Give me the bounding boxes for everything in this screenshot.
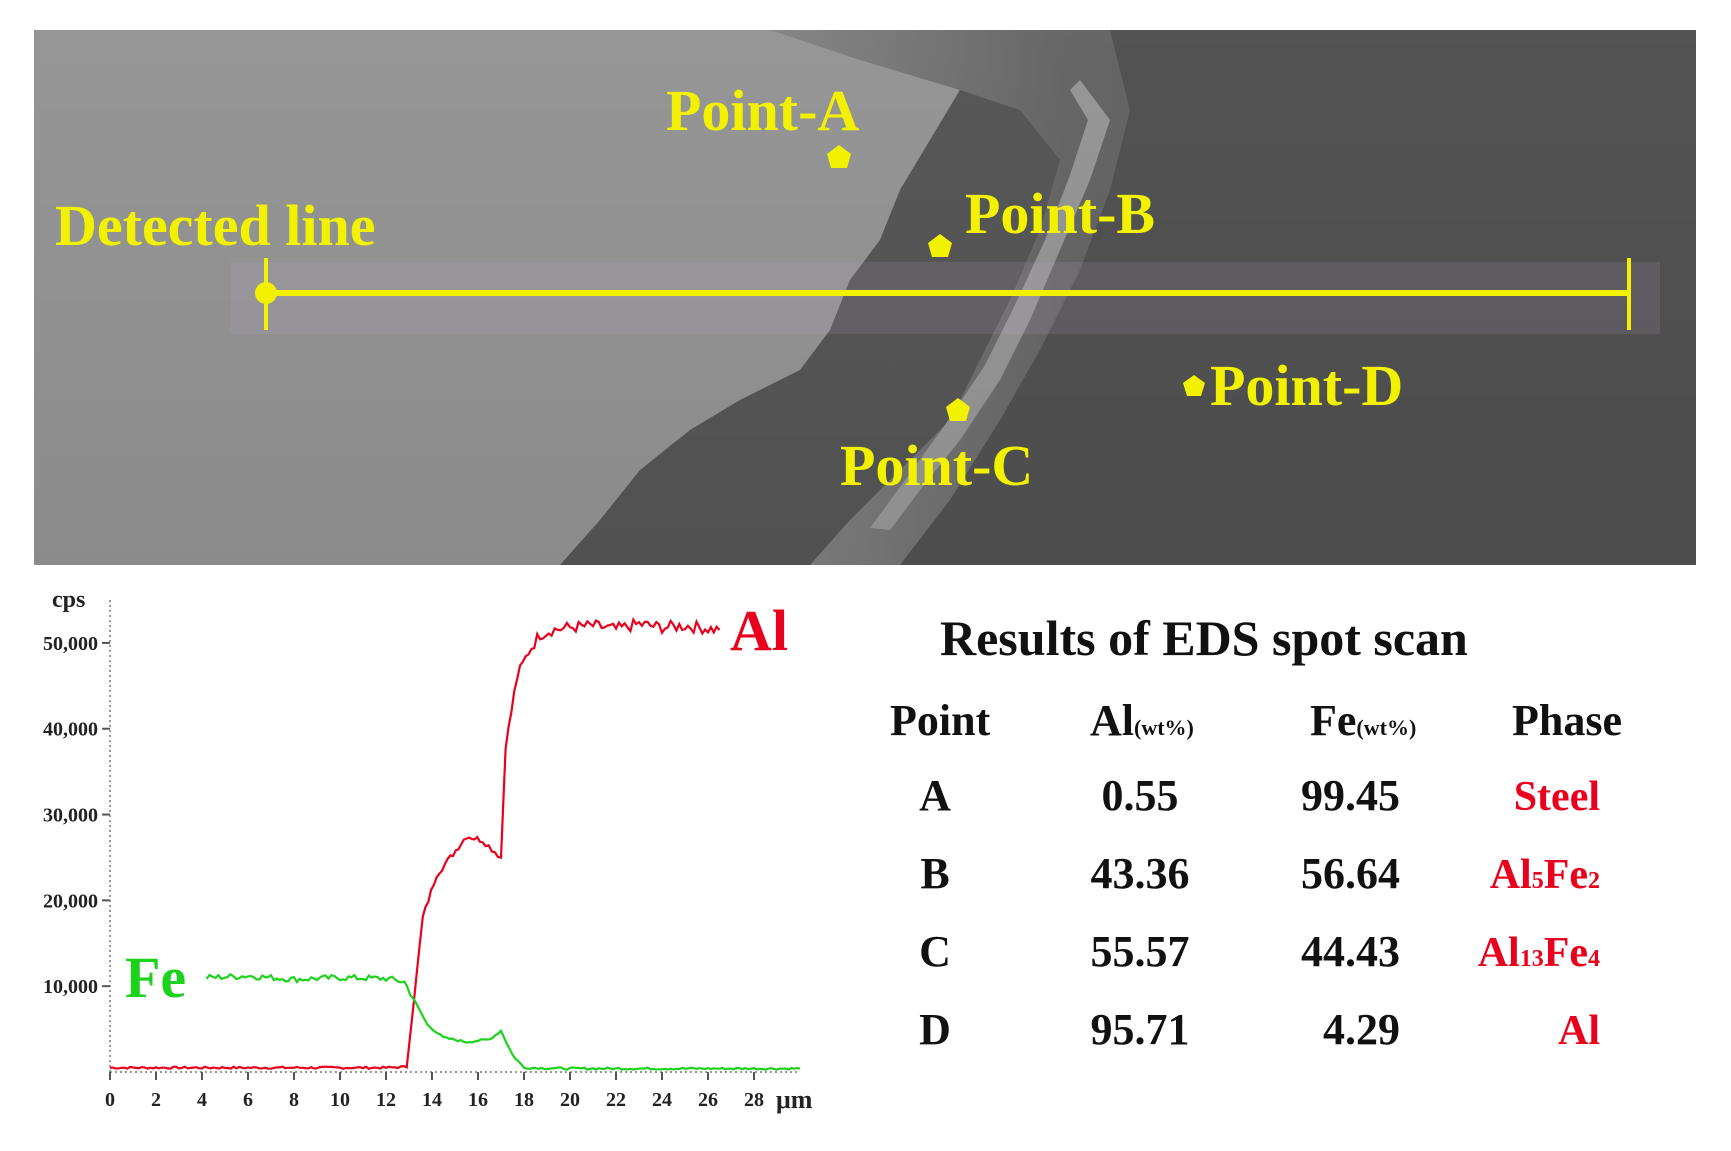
x-tick-label: 16	[468, 1089, 488, 1111]
phase-element: Al	[1490, 852, 1532, 898]
chart-x-ticks: 0 2 4 6 8 10 12 14 16 18 20 22 24 26 28	[105, 1072, 764, 1111]
results-table-title: Results of EDS spot scan	[940, 610, 1468, 666]
phase-element: Fe	[1544, 852, 1588, 898]
chart-series	[109, 616, 801, 1071]
phase-subscript: 4	[1588, 946, 1600, 972]
detected-line-start-dot	[255, 282, 277, 304]
row-fe-value: 44.43	[1301, 927, 1400, 976]
header-fe: Fe(wt%)	[1310, 696, 1416, 745]
x-tick-label: 26	[698, 1089, 718, 1111]
phase-subscript: 5	[1532, 868, 1544, 894]
point-c-marker	[946, 398, 970, 421]
point-a-marker	[827, 145, 851, 168]
table-row: A 0.55 99.45 Steel	[919, 771, 1600, 820]
point-d-marker	[1183, 375, 1205, 396]
row-fe-value: 99.45	[1301, 771, 1400, 820]
x-tick-label: 12	[376, 1089, 396, 1111]
x-tick-label: 0	[105, 1089, 115, 1111]
chart-x-axis-label: μm	[776, 1085, 813, 1114]
point-b-marker	[928, 234, 952, 257]
point-c-label: Point-C	[840, 433, 1033, 498]
row-al-value: 0.55	[1102, 771, 1179, 820]
row-point: C	[919, 927, 951, 976]
sem-image: Detected line Point-A Point-B Point-C Po…	[34, 30, 1696, 565]
table-row: D 95.71 4.29 Al	[919, 1005, 1600, 1054]
row-phase: Al13Fe4	[1478, 930, 1600, 976]
row-point: B	[920, 849, 949, 898]
header-al: Al(wt%)	[1090, 696, 1194, 745]
al-series-label: Al	[730, 598, 788, 663]
header-al-sub: (wt%)	[1134, 715, 1194, 740]
phase-element: Al	[1478, 930, 1520, 976]
row-al-value: 95.71	[1091, 1005, 1190, 1054]
chart-y-axis-label: cps	[52, 587, 85, 613]
x-tick-label: 2	[151, 1089, 161, 1111]
row-phase: Al	[1558, 1008, 1600, 1054]
x-tick-label: 18	[514, 1089, 534, 1111]
x-tick-label: 10	[330, 1089, 350, 1111]
al-series-line	[109, 616, 721, 1071]
detected-line-band	[230, 262, 1660, 334]
row-al-value: 43.36	[1091, 849, 1190, 898]
phase-element: Al	[1558, 1008, 1600, 1054]
phase-element: Fe	[1544, 930, 1588, 976]
phase-subscript: 13	[1520, 946, 1544, 972]
x-tick-label: 14	[422, 1089, 442, 1111]
y-tick-label: 10,000	[43, 976, 98, 998]
results-table: Results of EDS spot scan Point Al(wt%) F…	[890, 610, 1622, 1054]
header-fe-sub: (wt%)	[1356, 715, 1416, 740]
x-tick-label: 22	[606, 1089, 626, 1111]
x-tick-label: 8	[289, 1089, 299, 1111]
y-tick-label: 30,000	[43, 805, 98, 827]
phase-subscript: 2	[1588, 868, 1600, 894]
point-d-label: Point-D	[1210, 353, 1403, 418]
x-tick-label: 20	[560, 1089, 580, 1111]
row-fe-value: 4.29	[1323, 1005, 1400, 1054]
line-scan-chart: cps μm 10,000 20,000 30,000 40,000 50,000 0 2…	[43, 587, 813, 1114]
header-fe-text: Fe	[1310, 696, 1356, 745]
y-tick-label: 20,000	[43, 890, 98, 912]
point-b-label: Point-B	[965, 181, 1155, 246]
y-tick-label: 40,000	[43, 719, 98, 741]
x-tick-label: 28	[744, 1089, 764, 1111]
table-row: C 55.57 44.43 Al13Fe4	[919, 927, 1600, 976]
row-point: A	[919, 771, 951, 820]
row-fe-value: 56.64	[1301, 849, 1400, 898]
fe-series-line	[205, 972, 801, 1071]
header-point: Point	[890, 696, 991, 745]
row-point: D	[919, 1005, 951, 1054]
table-row: B 43.36 56.64 Al5Fe2	[920, 849, 1600, 898]
y-tick-label: 50,000	[43, 633, 98, 655]
x-tick-label: 6	[243, 1089, 253, 1111]
x-tick-label: 24	[652, 1089, 672, 1111]
phase-element: Steel	[1514, 774, 1600, 820]
x-tick-label: 4	[197, 1089, 207, 1111]
point-a-label: Point-A	[666, 78, 859, 143]
header-phase: Phase	[1512, 696, 1622, 745]
detected-line-label: Detected line	[55, 193, 375, 258]
row-phase: Steel	[1514, 774, 1600, 820]
row-al-value: 55.57	[1091, 927, 1190, 976]
header-al-text: Al	[1090, 696, 1134, 745]
chart-y-ticks: 10,000 20,000 30,000 40,000 50,000	[43, 633, 110, 998]
row-phase: Al5Fe2	[1490, 852, 1600, 898]
fe-series-label: Fe	[125, 945, 186, 1010]
